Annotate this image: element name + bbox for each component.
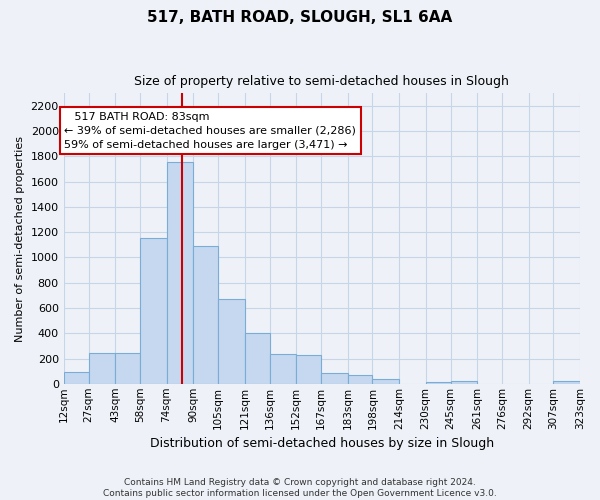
Bar: [425, 382, 451, 384]
Bar: [269, 354, 296, 384]
Text: 517, BATH ROAD, SLOUGH, SL1 6AA: 517, BATH ROAD, SLOUGH, SL1 6AA: [148, 10, 452, 25]
Text: Contains HM Land Registry data © Crown copyright and database right 2024.
Contai: Contains HM Land Registry data © Crown c…: [103, 478, 497, 498]
Bar: [218, 299, 245, 384]
Text: 517 BATH ROAD: 83sqm
← 39% of semi-detached houses are smaller (2,286)
59% of se: 517 BATH ROAD: 83sqm ← 39% of semi-detac…: [64, 112, 356, 150]
Bar: [451, 381, 477, 384]
X-axis label: Distribution of semi-detached houses by size in Slough: Distribution of semi-detached houses by …: [150, 437, 494, 450]
Bar: [89, 353, 115, 384]
Bar: [140, 238, 167, 384]
Bar: [167, 162, 193, 384]
Bar: [321, 373, 347, 384]
Bar: [296, 354, 321, 384]
Bar: [115, 354, 140, 384]
Bar: [245, 334, 269, 384]
Bar: [347, 375, 373, 384]
Bar: [193, 246, 218, 384]
Title: Size of property relative to semi-detached houses in Slough: Size of property relative to semi-detach…: [134, 75, 509, 88]
Bar: [553, 380, 580, 384]
Bar: [64, 372, 89, 384]
Bar: [373, 380, 399, 384]
Y-axis label: Number of semi-detached properties: Number of semi-detached properties: [15, 136, 25, 342]
